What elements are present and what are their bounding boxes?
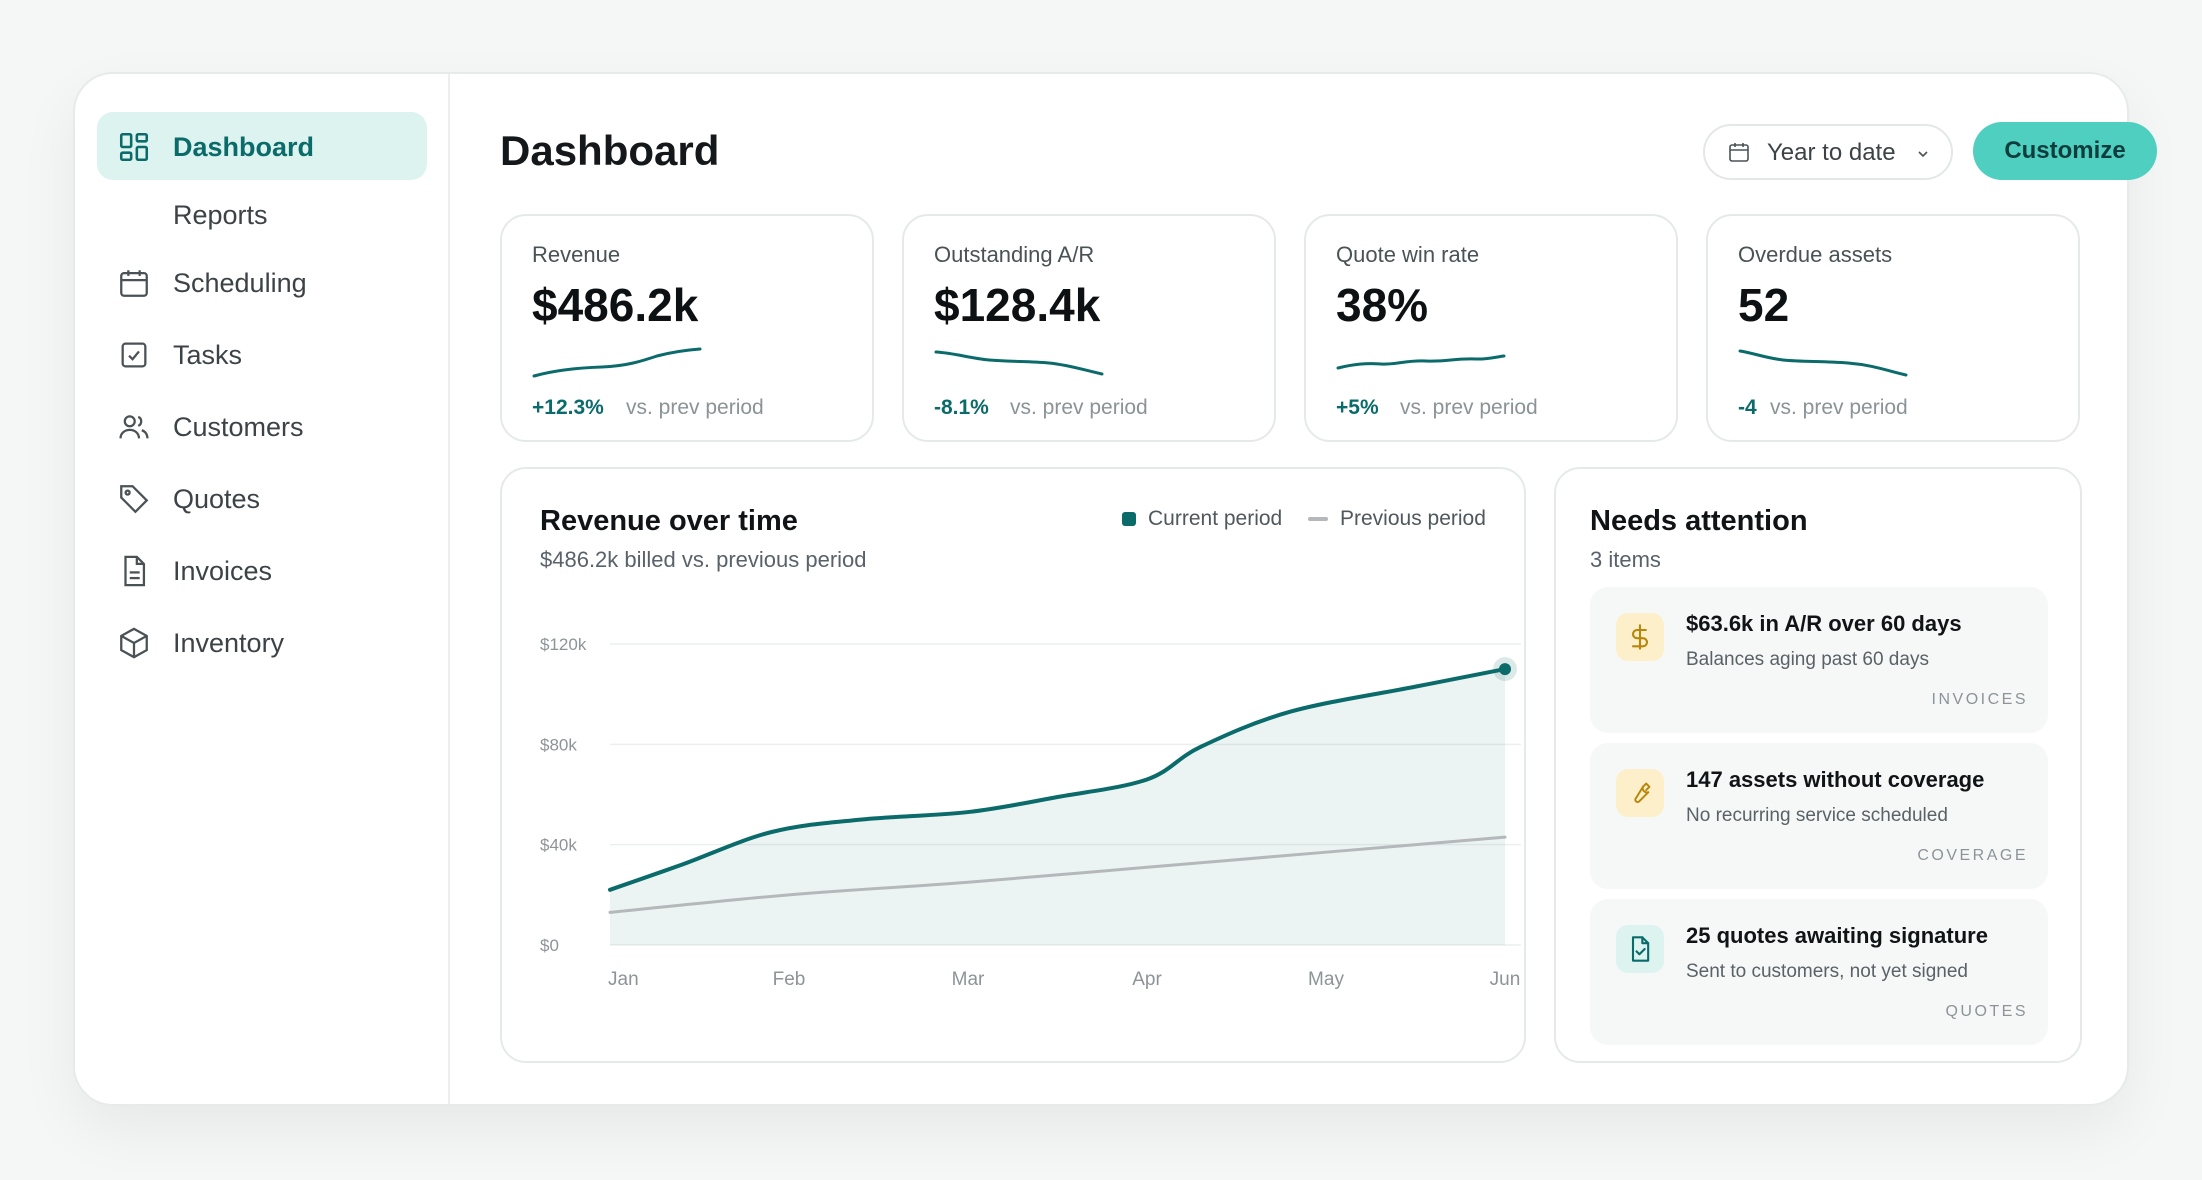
sidebar-item-label: Dashboard (173, 132, 315, 162)
sidebar-item-label: Scheduling (173, 268, 307, 298)
current-period-line (608, 667, 1507, 892)
calendar-icon (120, 270, 148, 297)
checkbox-icon (121, 342, 147, 368)
attention-item-desc: Balances aging past 60 days (1686, 649, 1929, 670)
main-content: Dashboard Year to date Customize Revenue… (450, 74, 2157, 1104)
sidebar: Dashboard Reports Scheduling Tasks Custo… (75, 74, 450, 1104)
stat-card-quote-win-rate: Quote win rate 38% +5% vs. prev period (1304, 214, 1678, 442)
sparkline (532, 347, 702, 378)
sidebar-item-scheduling[interactable]: Scheduling (97, 248, 427, 316)
stat-comparison: vs. prev period (626, 396, 764, 419)
revenue-chart-panel: Revenue over time $486.2k billed vs. pre… (500, 467, 1526, 1063)
page-title: Dashboard (500, 127, 720, 174)
date-range-select[interactable]: Year to date (1703, 124, 1953, 180)
attention-item-tag: COVERAGE (1917, 847, 2028, 864)
x-tick-label: Apr (1132, 969, 1162, 990)
stat-label: Quote win rate (1336, 242, 1480, 267)
legend-swatch (1122, 512, 1136, 526)
x-tick-label: Jun (1490, 969, 1521, 990)
document-icon (124, 555, 146, 587)
chart-subtitle: $486.2k billed vs. previous period (540, 547, 867, 572)
stat-card-outstanding-ar: Outstanding A/R $128.4k -8.1% vs. prev p… (902, 214, 1276, 442)
stat-value: $486.2k (532, 279, 699, 331)
x-tick-label: Jan (608, 969, 639, 990)
chart-title: Revenue over time (540, 505, 798, 537)
wrench-icon (1616, 769, 1664, 817)
stat-label: Overdue assets (1738, 242, 1893, 267)
box-icon (120, 627, 148, 659)
legend-current-period[interactable]: Current period (1122, 507, 1282, 531)
stat-card-revenue: Revenue $486.2k +12.3% vs. prev period (500, 214, 874, 442)
stat-card-overdue-assets: Overdue assets 52 -4 vs. prev period (1706, 214, 2080, 442)
stat-delta: +12.3% (532, 396, 604, 419)
sparkline (1738, 349, 1908, 377)
grid-icon (119, 132, 149, 162)
tag-icon (120, 485, 149, 514)
legend-label: Current period (1148, 507, 1283, 530)
attention-count: 3 items (1590, 547, 1661, 572)
sidebar-item-inventory[interactable]: Inventory (97, 608, 427, 676)
sparkline (1336, 354, 1506, 370)
needs-attention-panel: Needs attention 3 items $63.6k in A/R ov… (1554, 467, 2082, 1063)
x-tick-label: Feb (773, 969, 806, 990)
sidebar-item-quotes[interactable]: Quotes (97, 464, 427, 532)
attention-item-desc: No recurring service scheduled (1686, 805, 1948, 826)
sparkline (934, 350, 1104, 376)
legend-swatch (1308, 517, 1328, 521)
dollar-icon (1616, 613, 1664, 661)
sidebar-item-label: Quotes (173, 484, 261, 514)
attention-item-quotes[interactable]: 25 quotes awaiting signature Sent to cus… (1590, 899, 2048, 1045)
stat-delta: -4 (1738, 396, 1757, 419)
sidebar-item-label: Invoices (173, 556, 273, 586)
attention-item-desc: Sent to customers, not yet signed (1686, 961, 1968, 982)
calendar-icon (1729, 143, 1749, 162)
sidebar-item-label: Customers (173, 412, 304, 442)
sidebar-item-customers[interactable]: Customers (97, 392, 427, 460)
stat-delta: -8.1% (934, 396, 989, 419)
signed-document-icon (1616, 925, 1664, 973)
sidebar-item-dashboard[interactable]: Dashboard (97, 112, 427, 180)
sidebar-item-label: Inventory (173, 628, 285, 658)
legend-previous-period[interactable]: Previous period (1308, 507, 1486, 531)
attention-item-title: 25 quotes awaiting signature (1686, 923, 1988, 948)
attention-item-tag: INVOICES (1931, 691, 2028, 708)
current-period-area (610, 669, 1505, 945)
y-tick-label: $80k (540, 735, 577, 754)
stat-comparison: vs. prev period (1770, 396, 1908, 419)
stat-comparison: vs. prev period (1010, 396, 1148, 419)
current-endpoint-dot (1499, 663, 1511, 676)
y-tick-label: $0 (540, 936, 559, 955)
legend-label: Previous period (1340, 507, 1486, 530)
y-tick-label: $120k (540, 635, 587, 654)
chevron-down-icon (1918, 151, 1928, 158)
stat-value: $128.4k (934, 279, 1101, 331)
sidebar-item-reports[interactable]: Reports (97, 180, 427, 248)
app-window: Dashboard Reports Scheduling Tasks Custo… (73, 72, 2157, 1106)
users-icon (119, 415, 149, 439)
attention-item-tag: QUOTES (1945, 1003, 2028, 1020)
revenue-area-chart: $0 $40k $80k $120k Jan Feb Mar Apr May Jun (540, 635, 1521, 990)
sidebar-item-invoices[interactable]: Invoices (97, 536, 427, 604)
sidebar-item-tasks[interactable]: Tasks (97, 320, 427, 388)
stat-label: Revenue (532, 242, 621, 267)
attention-item-title: $63.6k in A/R over 60 days (1686, 611, 1962, 636)
sidebar-item-label: Tasks (173, 340, 243, 370)
attention-item-coverage[interactable]: 147 assets without coverage No recurring… (1590, 743, 2048, 889)
attention-item-ar[interactable]: $63.6k in A/R over 60 days Balances agin… (1590, 587, 2048, 733)
stat-label: Outstanding A/R (934, 242, 1095, 267)
y-tick-label: $40k (540, 836, 577, 855)
attention-title: Needs attention (1590, 505, 1808, 537)
stat-value: 38% (1336, 279, 1429, 331)
sidebar-item-label: Reports (173, 200, 268, 230)
attention-item-title: 147 assets without coverage (1686, 767, 1985, 792)
x-tick-label: Mar (952, 969, 985, 990)
customize-button[interactable]: Customize (1973, 122, 2157, 180)
previous-period-line (608, 835, 1507, 914)
stat-delta: +5% (1336, 396, 1379, 419)
x-tick-label: May (1308, 969, 1344, 990)
date-range-value: Year to date (1767, 139, 1896, 166)
stat-value: 52 (1738, 279, 1790, 331)
stat-comparison: vs. prev period (1400, 396, 1538, 419)
